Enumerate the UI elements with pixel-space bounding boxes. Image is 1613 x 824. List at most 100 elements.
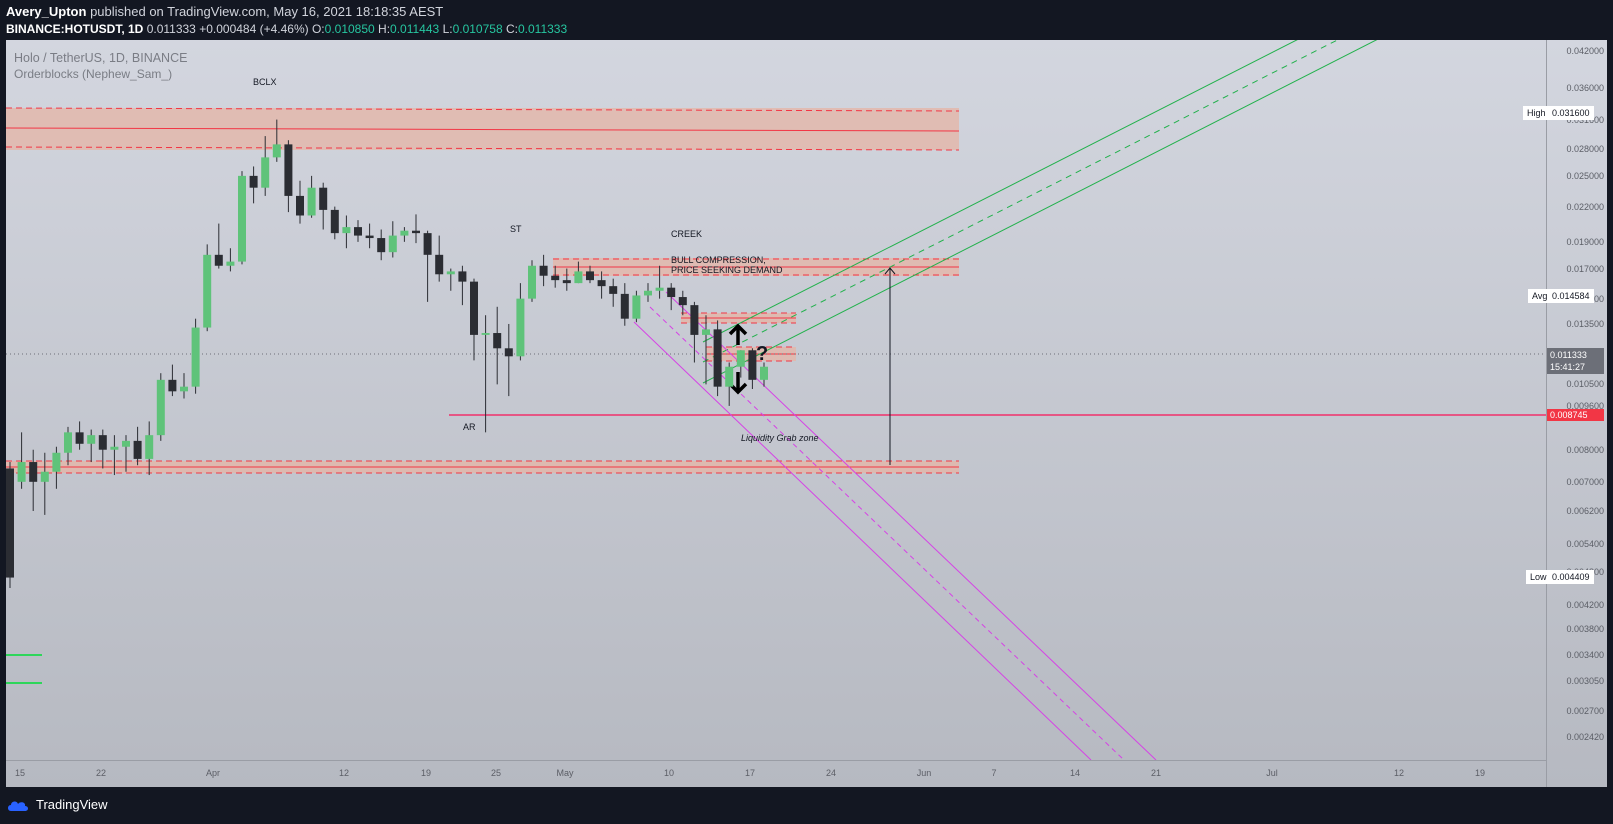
candle[interactable] xyxy=(284,140,293,213)
candle[interactable] xyxy=(122,435,130,472)
candle[interactable] xyxy=(528,260,536,302)
candle[interactable] xyxy=(748,348,757,389)
candle[interactable] xyxy=(226,248,235,272)
orderblock-small-1[interactable] xyxy=(681,312,796,324)
candle[interactable] xyxy=(365,223,374,249)
candle[interactable] xyxy=(388,221,397,258)
annotation-creek[interactable]: CREEK xyxy=(671,229,703,239)
candle[interactable] xyxy=(481,315,490,433)
candle[interactable] xyxy=(446,268,455,291)
price-tick-label: 0.002700 xyxy=(1566,705,1604,716)
candle[interactable] xyxy=(713,320,722,397)
candle[interactable] xyxy=(319,182,328,230)
question-mark[interactable]: ? xyxy=(756,343,769,365)
candle[interactable] xyxy=(354,220,362,242)
annotation-st[interactable]: ST xyxy=(510,224,522,234)
candle[interactable] xyxy=(702,315,710,385)
candle[interactable] xyxy=(667,283,676,311)
orderblock-bottom[interactable] xyxy=(6,460,959,474)
candle[interactable] xyxy=(307,175,316,218)
symbol-name[interactable]: BINANCE:HOTUSDT, 1D xyxy=(6,22,144,36)
candle[interactable] xyxy=(423,230,432,302)
annotation-ar[interactable]: AR xyxy=(463,422,476,432)
candle[interactable] xyxy=(400,227,409,242)
candle[interactable] xyxy=(435,235,444,282)
falling-channel[interactable] xyxy=(633,291,1157,760)
time-axis[interactable]: 15 22 Apr 12 19 25 May 10 17 24 Jun 7 14 21 Jul 12 19 xyxy=(6,760,1546,787)
candle[interactable] xyxy=(597,271,606,299)
candle[interactable] xyxy=(249,166,258,204)
candle[interactable] xyxy=(690,301,699,363)
orderblock-top[interactable] xyxy=(6,107,960,151)
price-tick-label: 0.009600 xyxy=(1566,400,1604,411)
candle[interactable] xyxy=(98,429,107,469)
candle[interactable] xyxy=(562,268,571,291)
annotation-bull-2[interactable]: PRICE SEEKING DEMAND xyxy=(671,265,783,275)
annotation-bull-1[interactable]: BULL COMPRESSION, xyxy=(671,255,766,265)
candle[interactable] xyxy=(180,373,188,399)
level-price-tag: 0.008745 xyxy=(1547,409,1604,421)
candle[interactable] xyxy=(29,449,38,511)
chart-canvas[interactable] xyxy=(6,40,1546,760)
candle[interactable] xyxy=(40,452,49,515)
candle[interactable] xyxy=(725,362,734,406)
candle[interactable] xyxy=(678,290,687,316)
candle[interactable] xyxy=(760,362,768,387)
candle[interactable] xyxy=(145,421,154,476)
candle[interactable] xyxy=(64,426,72,466)
candle[interactable] xyxy=(736,350,745,378)
candle[interactable] xyxy=(470,278,478,361)
candle[interactable] xyxy=(203,244,212,332)
time-tick-label: May xyxy=(556,768,574,778)
candle[interactable] xyxy=(110,435,119,476)
legend-title[interactable]: Holo / TetherUS, 1D, BINANCE xyxy=(14,51,188,65)
up-arrow-icon xyxy=(728,323,748,345)
candle[interactable] xyxy=(261,136,270,196)
candle[interactable] xyxy=(458,265,467,306)
candle[interactable] xyxy=(493,306,502,385)
candle[interactable] xyxy=(52,446,61,489)
candle[interactable] xyxy=(168,364,177,397)
publication-header: Avery_Upton published on TradingView.com… xyxy=(0,0,1613,40)
candle[interactable] xyxy=(609,278,618,307)
candle[interactable] xyxy=(586,265,594,284)
orderblock-mid[interactable] xyxy=(553,258,959,276)
price-tick-label: 0.042000 xyxy=(1566,46,1604,57)
candle[interactable] xyxy=(133,426,142,466)
author-link[interactable]: Avery_Upton xyxy=(6,4,87,19)
candle[interactable] xyxy=(330,206,339,240)
candle[interactable] xyxy=(655,265,664,299)
candle[interactable] xyxy=(17,432,26,489)
time-tick-label: 17 xyxy=(744,768,756,778)
chart-pane[interactable]: Holo / TetherUS, 1D, BINANCE Orderblocks… xyxy=(6,40,1607,787)
target-arrow[interactable] xyxy=(884,267,896,465)
annotation-liquidity[interactable]: Liquidity Grab zone xyxy=(741,433,819,443)
legend-indicator[interactable]: Orderblocks (Nephew_Sam_) xyxy=(14,67,173,81)
annotation-bclx[interactable]: BCLX xyxy=(253,77,277,87)
candle[interactable] xyxy=(191,318,200,394)
candle[interactable] xyxy=(412,214,420,244)
candle[interactable] xyxy=(156,373,165,441)
tradingview-logo[interactable]: TradingView xyxy=(6,797,108,812)
candle[interactable] xyxy=(377,229,386,261)
candle[interactable] xyxy=(632,290,641,323)
candle[interactable] xyxy=(272,119,281,162)
candle[interactable] xyxy=(6,462,14,589)
candle[interactable] xyxy=(551,265,560,288)
candle[interactable] xyxy=(214,223,223,269)
candle[interactable] xyxy=(620,283,629,326)
candles[interactable] xyxy=(6,119,768,589)
candle[interactable] xyxy=(644,283,652,302)
candle[interactable] xyxy=(539,254,548,287)
candle[interactable] xyxy=(504,323,513,397)
candle[interactable] xyxy=(87,429,96,463)
candle[interactable] xyxy=(574,261,583,284)
candle[interactable] xyxy=(296,180,304,224)
candle[interactable] xyxy=(516,283,525,361)
candle[interactable] xyxy=(238,171,246,265)
avg-tag-value: 0.014584 xyxy=(1548,289,1594,303)
candle[interactable] xyxy=(75,421,84,450)
candle[interactable] xyxy=(342,215,351,249)
rising-channel[interactable] xyxy=(702,40,1386,384)
time-tick-label: 21 xyxy=(1150,768,1162,778)
